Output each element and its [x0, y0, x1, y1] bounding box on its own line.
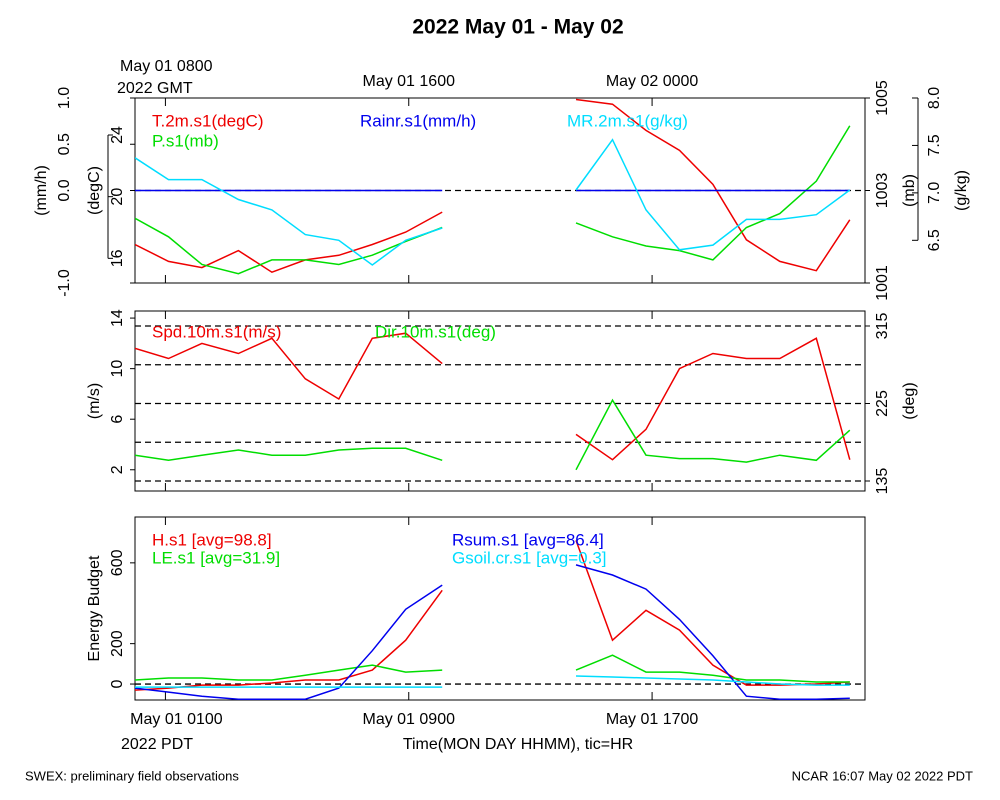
y-tick-label: 6 — [109, 415, 126, 424]
y-axis-label: (m/s) — [86, 383, 103, 419]
legend-entry: T.2m.s1(degC) — [152, 111, 263, 130]
y-tick-label: 7.5 — [926, 134, 943, 156]
y-axis-label: (degC) — [86, 166, 103, 215]
y-axis-label: Energy Budget — [86, 555, 103, 661]
bottom-tick-label: May 01 1700 — [606, 711, 699, 728]
series-line — [135, 125, 851, 275]
series-line — [135, 398, 851, 471]
y-tick-label: 16 — [109, 249, 126, 267]
y-tick-label: 8.0 — [926, 87, 943, 109]
bottom-tick-label: May 01 0100 — [130, 711, 223, 728]
series-line — [135, 332, 851, 461]
y-tick-label: 6.5 — [926, 229, 943, 251]
bottom-tick-label: May 01 0900 — [362, 711, 455, 728]
legend-entry: Rsum.s1 [avg=86.4] — [452, 530, 604, 549]
y-tick-label: 10 — [109, 360, 126, 378]
y-tick-label: 20 — [109, 188, 126, 206]
footer-left: SWEX: preliminary field observations — [25, 768, 239, 783]
y-tick-label: 315 — [874, 313, 891, 340]
y-tick-label: 0 — [109, 679, 126, 688]
bottom-zone: 2022 PDT — [121, 736, 193, 753]
legend-entry: LE.s1 [avg=31.9] — [152, 548, 280, 567]
top-tick-label: May 01 1600 — [362, 73, 455, 90]
series-line — [135, 654, 850, 683]
series-group — [135, 332, 851, 471]
y-tick-label: 14 — [109, 309, 126, 327]
y-tick-label: 0.5 — [56, 133, 73, 155]
y-axis-label: (mm/h) — [33, 165, 50, 216]
legend-entry: P.s1(mb) — [152, 131, 219, 150]
y-tick-label: 135 — [874, 468, 891, 495]
y-tick-label: 24 — [109, 126, 126, 144]
legend-entry: MR.2m.s1(g/kg) — [567, 111, 688, 130]
top-tick-label: May 02 0000 — [606, 73, 699, 90]
footer-right: NCAR 16:07 May 02 2022 PDT — [792, 768, 973, 783]
legend-entry: Spd.10m.s1(m/s) — [152, 322, 281, 341]
series-line — [135, 98, 851, 274]
top-zone: 2022 GMT — [117, 80, 193, 97]
series-line — [135, 675, 850, 688]
y-tick-label: 225 — [874, 390, 891, 417]
legend-entry: Rainr.s1(mm/h) — [360, 111, 476, 130]
x-axis-label: Time(MON DAY HHMM), tic=HR — [403, 736, 633, 753]
plot-frame — [134, 516, 866, 701]
legend-entry: Dir.10m.s1(deg) — [375, 322, 496, 341]
y-tick-label: 1.0 — [56, 87, 73, 109]
y-tick-label: 1005 — [874, 80, 891, 116]
y-tick-label: 600 — [109, 549, 126, 576]
legend-entry: Gsoil.cr.s1 [avg=0.3] — [452, 548, 607, 567]
y-tick-label: 0.0 — [56, 179, 73, 201]
series-group — [135, 540, 850, 700]
series-group — [135, 98, 851, 275]
series-line — [135, 564, 850, 700]
y-axis-label: (deg) — [901, 382, 918, 419]
y-tick-label: 1003 — [874, 173, 891, 209]
legend-entry: H.s1 [avg=98.8] — [152, 530, 272, 549]
y-tick-label: 200 — [109, 630, 126, 657]
y-tick-label: 1001 — [874, 265, 891, 301]
top-tick-label: May 01 0800 — [120, 58, 213, 75]
y-axis-label: (mb) — [901, 174, 918, 207]
y-tick-label: 2 — [109, 465, 126, 474]
plot-frame — [134, 310, 866, 492]
series-line — [135, 138, 851, 266]
y-tick-label: 7.0 — [926, 182, 943, 204]
y-axis-label: (g/kg) — [953, 170, 970, 211]
chart-title: 2022 May 01 - May 02 — [412, 16, 623, 39]
y-tick-label: -1.0 — [56, 269, 73, 297]
